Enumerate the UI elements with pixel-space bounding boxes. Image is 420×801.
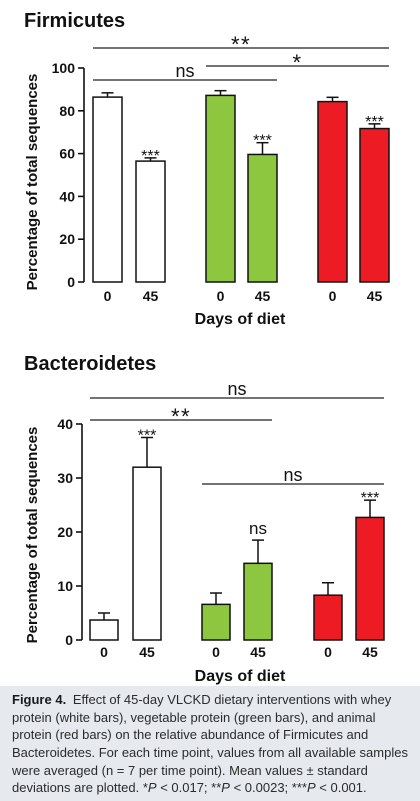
y-tick-label: 40 <box>59 188 75 204</box>
caption-figure-label: Figure 4. <box>12 692 67 707</box>
y-tick-label: 60 <box>59 146 75 162</box>
y-tick-label: 20 <box>59 231 75 247</box>
y-tick-label: 100 <box>52 60 76 76</box>
caption-line: Figure 4. Effect of 45-day VLCKD dietary… <box>12 691 420 709</box>
y-tick-label: 0 <box>65 632 73 648</box>
bar <box>132 466 162 641</box>
caption-line: Bacteroidetes. For each time point, valu… <box>12 744 420 762</box>
chart-title: Firmicutes <box>24 10 125 32</box>
caption-line: were averaged (n = 7 per time point). Me… <box>12 762 420 780</box>
bar <box>205 94 236 283</box>
caption-line: protein (white bars), vegetable protein … <box>12 709 420 727</box>
x-tick-label: 0 <box>329 288 337 304</box>
x-tick-label: 0 <box>104 288 112 304</box>
bar <box>243 562 273 641</box>
significance-p: P <box>306 780 316 796</box>
x-tick-label: 45 <box>367 288 383 304</box>
chart-title: Bacteroidetes <box>24 353 156 375</box>
x-tick-label: 45 <box>255 288 271 304</box>
x-axis-label: Days of diet <box>195 668 286 685</box>
significance-bracket-label: * <box>292 50 302 75</box>
y-tick-label: 40 <box>57 416 73 432</box>
bar <box>317 100 348 283</box>
y-tick-label: 20 <box>57 524 73 540</box>
bacteroidetes-bar-chart: Bacteroidetes Percentage of total sequen… <box>24 353 385 685</box>
bar <box>89 619 119 641</box>
x-tick-label: 0 <box>324 644 332 660</box>
caption-text: protein (red bars) on the relative abund… <box>12 727 369 743</box>
y-tick-label: 10 <box>57 578 73 594</box>
bar <box>355 516 385 641</box>
bar-significance-label: *** <box>365 114 384 131</box>
y-tick-label: 30 <box>57 470 73 486</box>
significance-bracket-label: ns <box>283 465 302 485</box>
bar-significance-label: *** <box>138 428 157 445</box>
bar <box>135 160 166 283</box>
x-tick-label: 0 <box>217 288 225 304</box>
significance-bracket-label: ns <box>175 61 194 81</box>
bar <box>359 127 390 283</box>
bar-significance-label: *** <box>141 148 160 165</box>
bar <box>313 594 343 641</box>
caption-text: Effect of 45-day VLCKD dietary intervent… <box>72 692 392 707</box>
caption-text: deviations are plotted. <box>12 780 140 796</box>
y-tick-label: 0 <box>67 274 75 290</box>
bar-significance-label: *** <box>361 490 380 507</box>
significance-threshold: < 0.0023; <box>233 780 289 796</box>
caption-text: protein (white bars), vegetable protein … <box>12 709 376 725</box>
significance-stars: ** <box>211 780 222 796</box>
caption-line: deviations are plotted. *P < 0.017; **P … <box>12 779 420 797</box>
x-tick-label: 45 <box>250 644 266 660</box>
bar-significance-label: *** <box>253 133 272 150</box>
bar <box>247 153 278 283</box>
y-axis-label: Percentage of total sequences <box>24 74 41 291</box>
caption-text: Bacteroidetes. For each time point, valu… <box>12 745 408 761</box>
significance-p: P <box>147 780 157 796</box>
figure-charts: Firmicutes Percentage of total sequences… <box>24 10 390 685</box>
figure-caption: Figure 4. Effect of 45-day VLCKD dietary… <box>0 686 420 801</box>
significance-threshold: < 0.017; <box>160 780 208 796</box>
significance-bracket-label: ns <box>227 379 246 399</box>
x-tick-label: 0 <box>100 644 108 660</box>
significance-bracket-label: ** <box>231 32 251 57</box>
y-tick-label: 80 <box>59 103 75 119</box>
significance-bracket-label: ** <box>171 404 191 429</box>
x-axis-label: Days of diet <box>195 311 286 328</box>
bar <box>92 96 123 283</box>
significance-stars: * <box>142 780 148 796</box>
caption-text: were averaged (n = 7 per time point). Me… <box>12 762 368 778</box>
y-axis-label: Percentage of total sequences <box>24 427 41 644</box>
firmicutes-bar-chart: Firmicutes Percentage of total sequences… <box>24 10 390 328</box>
x-tick-label: 45 <box>143 288 159 304</box>
significance-p: P <box>221 780 230 796</box>
x-tick-label: 0 <box>212 644 220 660</box>
bar-significance-label: ns <box>249 519 267 538</box>
x-tick-label: 45 <box>139 644 155 660</box>
x-tick-label: 45 <box>362 644 378 660</box>
significance-threshold: < 0.001. <box>319 780 367 796</box>
significance-stars: *** <box>291 780 307 796</box>
caption-line: protein (red bars) on the relative abund… <box>12 726 420 744</box>
bar <box>201 603 231 641</box>
